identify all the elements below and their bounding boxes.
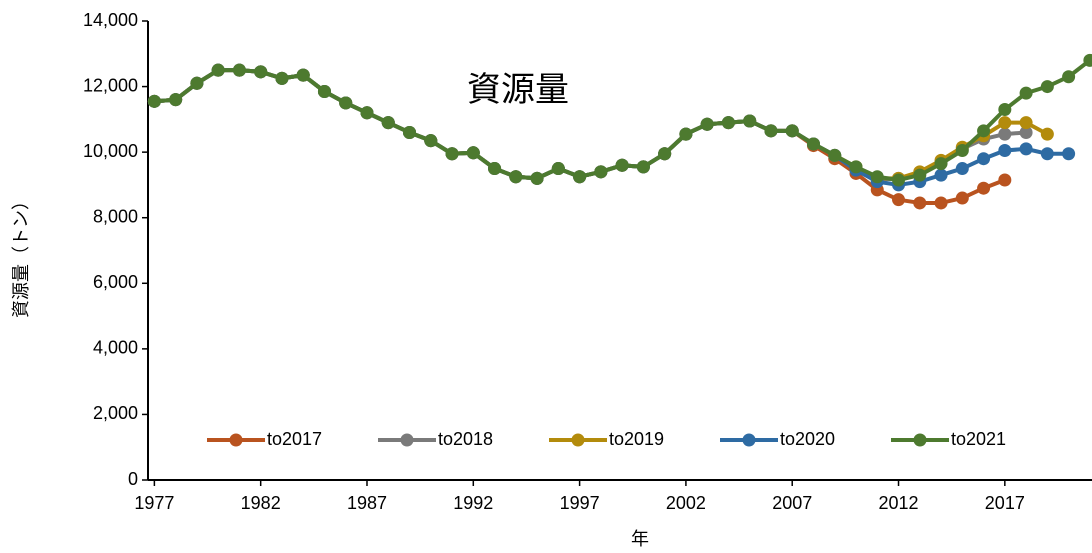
point <box>955 162 969 176</box>
point <box>636 160 650 174</box>
x-tick-label: 2002 <box>666 493 706 513</box>
point <box>360 106 374 120</box>
point <box>1062 70 1076 84</box>
legend-label: to2017 <box>267 429 322 449</box>
point <box>530 171 544 185</box>
point <box>977 124 991 138</box>
point <box>934 196 948 210</box>
point <box>466 146 480 160</box>
point <box>1062 147 1076 161</box>
point <box>339 96 353 110</box>
x-tick-label: 2017 <box>985 493 1025 513</box>
legend-label: to2021 <box>951 429 1006 449</box>
legend-marker <box>742 433 756 447</box>
point <box>955 191 969 205</box>
legend-label: to2020 <box>780 429 835 449</box>
point <box>977 181 991 195</box>
y-tick-label: 0 <box>128 469 138 489</box>
point <box>849 160 863 174</box>
point <box>573 170 587 184</box>
point <box>1019 116 1033 130</box>
legend-marker <box>400 433 414 447</box>
point <box>1019 125 1033 139</box>
point <box>232 63 246 77</box>
point <box>658 147 672 161</box>
point <box>998 116 1012 130</box>
point <box>254 65 268 79</box>
point <box>296 68 310 82</box>
y-tick-label: 10,000 <box>83 141 138 161</box>
y-tick-label: 6,000 <box>93 272 138 292</box>
y-tick-label: 2,000 <box>93 403 138 423</box>
x-tick-label: 1987 <box>347 493 387 513</box>
point <box>488 162 502 176</box>
point <box>934 157 948 171</box>
point <box>913 168 927 182</box>
x-tick-label: 1982 <box>241 493 281 513</box>
legend-label: to2019 <box>609 429 664 449</box>
x-tick-label: 2007 <box>772 493 812 513</box>
point <box>1083 53 1092 67</box>
point <box>998 127 1012 141</box>
point <box>381 116 395 130</box>
point <box>147 94 161 108</box>
point <box>998 103 1012 117</box>
point <box>317 84 331 98</box>
point <box>594 165 608 179</box>
point <box>1019 86 1033 100</box>
point <box>1040 80 1054 94</box>
point <box>1040 147 1054 161</box>
point <box>211 63 225 77</box>
point <box>998 173 1012 187</box>
point <box>445 147 459 161</box>
series-line <box>154 68 1049 181</box>
point <box>892 173 906 187</box>
y-axis-label: 資源量（トン） <box>11 192 31 318</box>
point <box>700 117 714 131</box>
point <box>721 116 735 130</box>
point <box>998 144 1012 158</box>
x-tick-label: 1977 <box>134 493 174 513</box>
point <box>403 125 417 139</box>
point <box>615 158 629 172</box>
point <box>551 162 565 176</box>
x-axis-label: 年 <box>631 529 649 549</box>
x-tick-label: 1997 <box>560 493 600 513</box>
y-tick-label: 14,000 <box>83 10 138 30</box>
point <box>870 170 884 184</box>
point <box>955 144 969 158</box>
point <box>806 137 820 151</box>
point <box>509 170 523 184</box>
point <box>764 124 778 138</box>
annotation: 資源量 <box>467 71 569 109</box>
x-tick-label: 1992 <box>453 493 493 513</box>
point <box>1019 142 1033 156</box>
point <box>934 168 948 182</box>
legend-marker <box>913 433 927 447</box>
point <box>679 127 693 141</box>
point <box>424 134 438 148</box>
point <box>190 76 204 90</box>
legend-label: to2018 <box>438 429 493 449</box>
point <box>913 196 927 210</box>
point <box>977 152 991 166</box>
point <box>743 114 757 128</box>
series-line <box>154 68 1027 183</box>
legend-marker <box>229 433 243 447</box>
y-tick-label: 8,000 <box>93 206 138 226</box>
legend-marker <box>571 433 585 447</box>
y-tick-label: 12,000 <box>83 75 138 95</box>
point <box>785 124 799 138</box>
x-tick-label: 2012 <box>878 493 918 513</box>
point <box>892 193 906 207</box>
point <box>828 148 842 162</box>
point <box>1040 127 1054 141</box>
point <box>169 93 183 107</box>
y-tick-label: 4,000 <box>93 338 138 358</box>
point <box>275 71 289 85</box>
